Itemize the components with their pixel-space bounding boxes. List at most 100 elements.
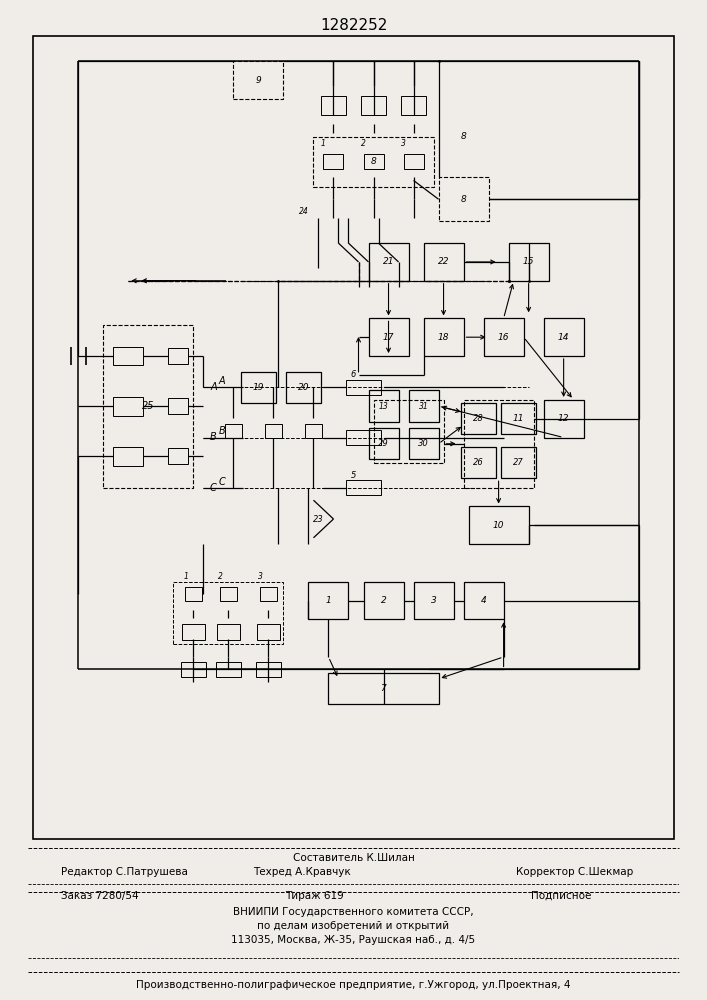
Text: 3: 3 <box>259 572 263 581</box>
Text: 2: 2 <box>218 572 223 581</box>
Text: 2: 2 <box>380 596 387 605</box>
Bar <box>321 96 346 115</box>
Text: 23: 23 <box>313 514 324 524</box>
Bar <box>286 372 321 403</box>
Text: 4: 4 <box>481 596 486 605</box>
Bar <box>501 447 536 478</box>
Bar <box>241 372 276 403</box>
Bar <box>113 347 144 365</box>
Text: Тираж 619: Тираж 619 <box>285 891 344 901</box>
Text: 27: 27 <box>513 458 524 467</box>
Text: 16: 16 <box>498 333 509 342</box>
Text: 12: 12 <box>558 414 569 423</box>
Text: 30: 30 <box>418 439 429 448</box>
Text: Составитель К.Шилан: Составитель К.Шилан <box>293 853 414 863</box>
Bar <box>484 318 524 356</box>
Bar <box>464 582 503 619</box>
Text: Подписное: Подписное <box>532 891 592 901</box>
Bar <box>324 154 344 169</box>
Text: 3: 3 <box>401 139 406 148</box>
Text: 8: 8 <box>461 132 467 141</box>
Bar <box>220 587 237 601</box>
Bar <box>168 448 188 464</box>
Bar <box>233 61 284 99</box>
Bar <box>103 325 194 488</box>
Text: 113035, Москва, Ж-35, Раушская наб., д. 4/5: 113035, Москва, Ж-35, Раушская наб., д. … <box>231 935 476 945</box>
Bar <box>404 154 423 169</box>
Text: Корректор С.Шекмар: Корректор С.Шекмар <box>516 867 633 877</box>
Text: 2: 2 <box>361 139 366 148</box>
Bar <box>259 587 277 601</box>
Text: 25: 25 <box>142 401 155 411</box>
Text: B: B <box>218 426 225 436</box>
Bar <box>461 447 496 478</box>
Bar <box>363 582 404 619</box>
Bar <box>423 318 464 356</box>
Bar <box>346 430 381 445</box>
Text: C: C <box>218 477 225 487</box>
Text: 1282252: 1282252 <box>320 17 387 32</box>
Bar <box>181 662 206 677</box>
Bar <box>544 400 584 438</box>
Text: 3: 3 <box>431 596 436 605</box>
Bar <box>168 348 188 364</box>
Bar <box>368 428 399 459</box>
Text: 21: 21 <box>382 257 395 266</box>
Bar <box>168 398 188 414</box>
Text: A: A <box>210 382 217 392</box>
Bar <box>225 424 243 438</box>
Text: 6: 6 <box>351 370 356 379</box>
Bar <box>173 582 284 644</box>
Text: 7: 7 <box>380 684 387 693</box>
Text: 28: 28 <box>473 414 484 423</box>
Text: 20: 20 <box>298 383 309 392</box>
Bar <box>508 243 549 281</box>
Text: 18: 18 <box>438 333 450 342</box>
Bar <box>217 624 240 640</box>
Bar <box>368 390 399 422</box>
Text: 8: 8 <box>370 157 376 166</box>
Text: 1: 1 <box>321 139 326 148</box>
Bar <box>368 243 409 281</box>
Bar <box>182 624 204 640</box>
Bar <box>414 582 454 619</box>
Bar <box>216 662 241 677</box>
Text: Производственно-полиграфическое предприятие, г.Ужгород, ул.Проектная, 4: Производственно-полиграфическое предприя… <box>136 980 571 990</box>
Bar <box>329 673 438 704</box>
Text: 22: 22 <box>438 257 450 266</box>
Bar <box>256 662 281 677</box>
Text: C: C <box>210 483 217 493</box>
Text: 1: 1 <box>183 572 188 581</box>
Bar <box>464 400 534 488</box>
Bar <box>113 447 144 466</box>
Bar <box>409 428 438 459</box>
Text: 15: 15 <box>523 257 534 266</box>
Bar <box>361 96 386 115</box>
Text: 26: 26 <box>473 458 484 467</box>
Bar <box>438 177 489 221</box>
Text: Заказ 7280/54: Заказ 7280/54 <box>61 891 139 901</box>
Text: 17: 17 <box>382 333 395 342</box>
Text: A: A <box>218 376 225 386</box>
Text: 9: 9 <box>255 76 262 85</box>
Bar <box>423 243 464 281</box>
Text: 5: 5 <box>351 471 356 480</box>
Text: по делам изобретений и открытий: по делам изобретений и открытий <box>257 921 450 931</box>
Bar <box>346 380 381 395</box>
Text: 10: 10 <box>493 521 504 530</box>
Text: ВНИИПИ Государственного комитета СССР,: ВНИИПИ Государственного комитета СССР, <box>233 907 474 917</box>
Bar <box>257 624 280 640</box>
Bar <box>501 403 536 434</box>
Text: 31: 31 <box>419 402 428 411</box>
Text: 19: 19 <box>252 383 264 392</box>
Text: 13: 13 <box>379 402 388 411</box>
Bar <box>544 318 584 356</box>
Text: 24: 24 <box>299 207 308 216</box>
Bar <box>305 424 322 438</box>
Text: Техред А.Кравчук: Техред А.Кравчук <box>252 867 351 877</box>
Text: B: B <box>210 432 217 442</box>
Text: 29: 29 <box>378 439 389 448</box>
Text: 1: 1 <box>326 596 332 605</box>
Bar <box>401 96 426 115</box>
Bar <box>368 318 409 356</box>
